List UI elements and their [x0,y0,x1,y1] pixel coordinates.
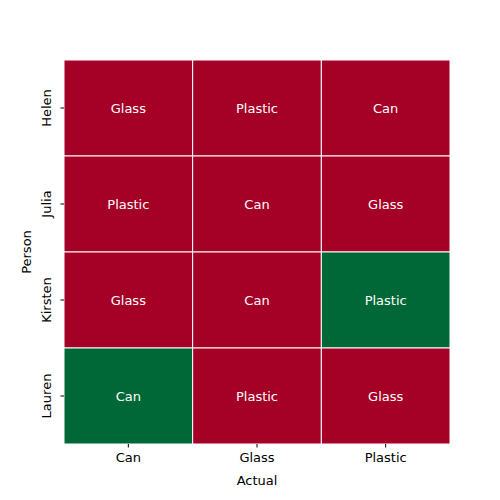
y-tick-mark [61,300,65,301]
cells [64,60,450,444]
cell-label: Glass [368,197,403,212]
y-tick-mark [61,396,65,397]
y-axis-line [61,61,65,445]
y-tick-label: Kirsten [39,277,54,323]
x-tick-mark [257,444,258,448]
cell-label: Plastic [107,197,149,212]
x-tick: Plastic [365,444,407,465]
cell-label: Can [244,293,269,308]
x-tick-mark [128,444,129,448]
cell [64,252,193,348]
y-tick-label: Helen [39,89,54,127]
cell [321,156,450,252]
x-tick-mark [385,444,386,448]
chart: Glass Plastic Can Plastic Can Glass Glass Can Pl… [0,0,500,500]
cell-label: Can [373,101,398,116]
cell [193,252,322,348]
x-axis-title: Actual [237,473,278,488]
cell-label: Can [244,197,269,212]
cell [321,348,450,444]
cell [64,156,193,252]
y-axis: Helen Julia Kirsten Lauren [39,61,65,445]
cell [321,60,450,156]
cell [321,252,450,348]
y-axis-title: Person [19,230,34,274]
cell-label: Plastic [365,293,407,308]
cell [193,156,322,252]
cell [193,60,322,156]
y-tick: Julia [39,190,64,218]
cell-labels: Glass Plastic Can Plastic Can Glass Glass Can Pl… [107,101,406,404]
y-tick-mark [61,204,65,205]
x-axis-line [65,445,451,448]
cell [64,60,193,156]
y-tick: Lauren [39,374,64,419]
cell-label: Can [116,389,141,404]
cell-label: Glass [368,389,403,404]
y-tick: Helen [39,89,64,127]
x-tick-label: Plastic [365,450,407,465]
x-tick: Glass [239,444,274,465]
cell-label: Plastic [236,101,278,116]
cell [193,348,322,444]
y-tick-mark [61,108,65,109]
y-tick: Kirsten [39,277,64,323]
plot: Glass Plastic Can Plastic Can Glass Glass Can Pl… [39,60,451,465]
x-axis: Can Glass Plastic [65,444,451,465]
cell-label: Plastic [236,389,278,404]
cell-label: Glass [111,293,146,308]
y-tick-label: Lauren [39,374,54,419]
cell [64,348,193,444]
x-tick: Can [116,444,141,465]
x-tick-label: Can [116,450,141,465]
y-tick-label: Julia [39,190,54,218]
x-tick-label: Glass [239,450,274,465]
cell-label: Glass [111,101,146,116]
